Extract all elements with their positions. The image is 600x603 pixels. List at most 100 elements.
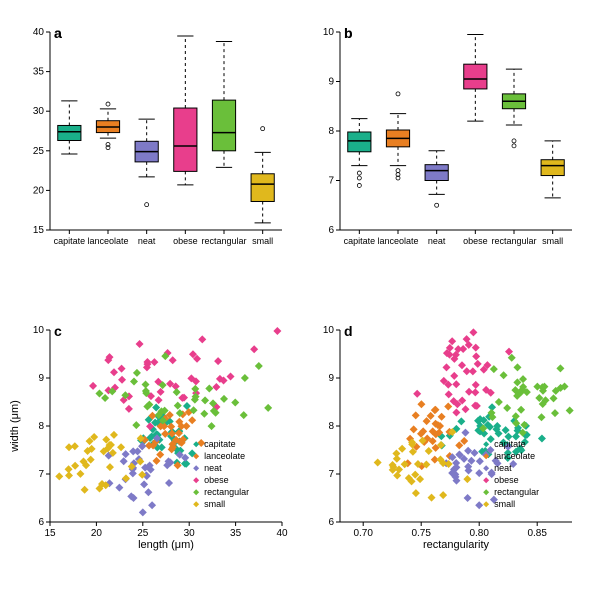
xlabel-obese: obese — [463, 236, 488, 246]
point-obese — [198, 335, 206, 343]
svg-text:9: 9 — [38, 373, 44, 384]
point-obese — [110, 368, 118, 376]
svg-text:8: 8 — [328, 126, 334, 137]
xlabel-capitate: capitate — [54, 236, 86, 246]
point-rectangular — [533, 383, 541, 391]
legend-swatch-small — [483, 501, 489, 507]
point-neat — [476, 457, 484, 465]
point-obese — [212, 383, 220, 391]
point-small — [439, 491, 447, 499]
svg-text:0.80: 0.80 — [469, 528, 489, 539]
point-obese — [472, 352, 480, 360]
box-small — [251, 174, 274, 202]
x-axis-title: rectangularity — [423, 539, 490, 551]
point-neat — [475, 501, 483, 509]
point-neat — [140, 480, 148, 488]
point-rectangular — [240, 411, 248, 419]
point-rectangular — [173, 388, 181, 396]
point-obese — [227, 372, 235, 380]
point-capitate — [183, 402, 191, 410]
legend-swatch-obese — [193, 477, 199, 483]
svg-text:15: 15 — [33, 225, 45, 236]
point-small — [81, 486, 89, 494]
point-rectangular — [174, 402, 182, 410]
xlabel-lanceolate: lanceolate — [87, 236, 128, 246]
point-obese — [155, 396, 163, 404]
point-rectangular — [550, 394, 558, 402]
panel-b: bb678910capitatelanceolateneatobeserecta… — [323, 25, 572, 246]
legend-label-capitate: capitate — [204, 439, 236, 449]
xlabel-lanceolate: lanceolate — [377, 236, 418, 246]
svg-text:10: 10 — [33, 325, 45, 336]
point-obese — [472, 344, 480, 352]
svg-text:8: 8 — [328, 421, 334, 432]
point-small — [463, 475, 471, 483]
point-rectangular — [556, 364, 564, 372]
point-rectangular — [490, 365, 498, 373]
point-obese — [273, 327, 281, 335]
xlabel-capitate: capitate — [344, 236, 376, 246]
point-lanceolate — [188, 416, 196, 424]
svg-text:9: 9 — [328, 77, 334, 88]
legend-label-obese: obese — [494, 475, 519, 485]
xlabel-neat: neat — [428, 236, 446, 246]
point-small — [412, 489, 420, 497]
svg-text:d: d — [344, 323, 353, 339]
point-rectangular — [231, 399, 239, 407]
point-rectangular — [208, 422, 216, 430]
point-obese — [136, 340, 144, 348]
point-rectangular — [551, 409, 559, 417]
point-rectangular — [101, 394, 109, 402]
svg-text:0.70: 0.70 — [353, 528, 373, 539]
point-obese — [413, 390, 421, 398]
legend-swatch-rectangular — [193, 489, 199, 495]
point-obese — [157, 388, 165, 396]
legend-label-small: small — [204, 499, 225, 509]
point-neat — [475, 469, 483, 477]
legend-label-rectangular: rectangular — [494, 487, 539, 497]
point-rectangular — [201, 396, 209, 404]
point-lanceolate — [438, 413, 446, 421]
legend-label-lanceolate: lanceolate — [204, 451, 245, 461]
point-rectangular — [500, 371, 508, 379]
point-obese — [471, 388, 479, 396]
panel-d: d6789100.700.750.800.85rectangularitycap… — [323, 323, 574, 551]
panel-c: c678910152025303540length (μm)width (μm)… — [9, 323, 288, 551]
svg-text:7: 7 — [328, 176, 334, 187]
point-obese — [442, 363, 450, 371]
point-rectangular — [142, 381, 150, 389]
point-neat — [148, 501, 156, 509]
xlabel-rectangular: rectangular — [201, 236, 246, 246]
point-obese — [445, 390, 453, 398]
xlabel-rectangular: rectangular — [491, 236, 536, 246]
point-neat — [139, 508, 147, 516]
point-small — [393, 471, 401, 479]
point-obese — [469, 367, 477, 375]
point-small — [110, 431, 118, 439]
point-obese — [462, 405, 470, 413]
point-neat — [464, 447, 472, 455]
point-lanceolate — [444, 402, 452, 410]
xlabel-obese: obese — [173, 236, 198, 246]
point-neat — [122, 450, 130, 458]
point-lanceolate — [156, 451, 164, 459]
svg-text:25: 25 — [137, 528, 149, 539]
point-capitate — [538, 435, 546, 443]
point-small — [71, 442, 79, 450]
box-rectangular — [212, 100, 235, 151]
point-obese — [118, 376, 126, 384]
point-rectangular — [503, 404, 511, 412]
point-neat — [471, 449, 479, 457]
point-obese — [250, 345, 258, 353]
point-small — [65, 465, 73, 473]
y-axis-title: width (μm) — [9, 400, 21, 453]
point-rectangular — [133, 369, 141, 377]
point-small — [76, 470, 84, 478]
svg-text:30: 30 — [184, 528, 196, 539]
legend-label-capitate: capitate — [494, 439, 526, 449]
svg-text:7: 7 — [38, 469, 44, 480]
svg-text:40: 40 — [33, 27, 45, 38]
box-neat — [425, 165, 448, 181]
svg-text:c: c — [54, 323, 62, 339]
point-rectangular — [517, 406, 525, 414]
